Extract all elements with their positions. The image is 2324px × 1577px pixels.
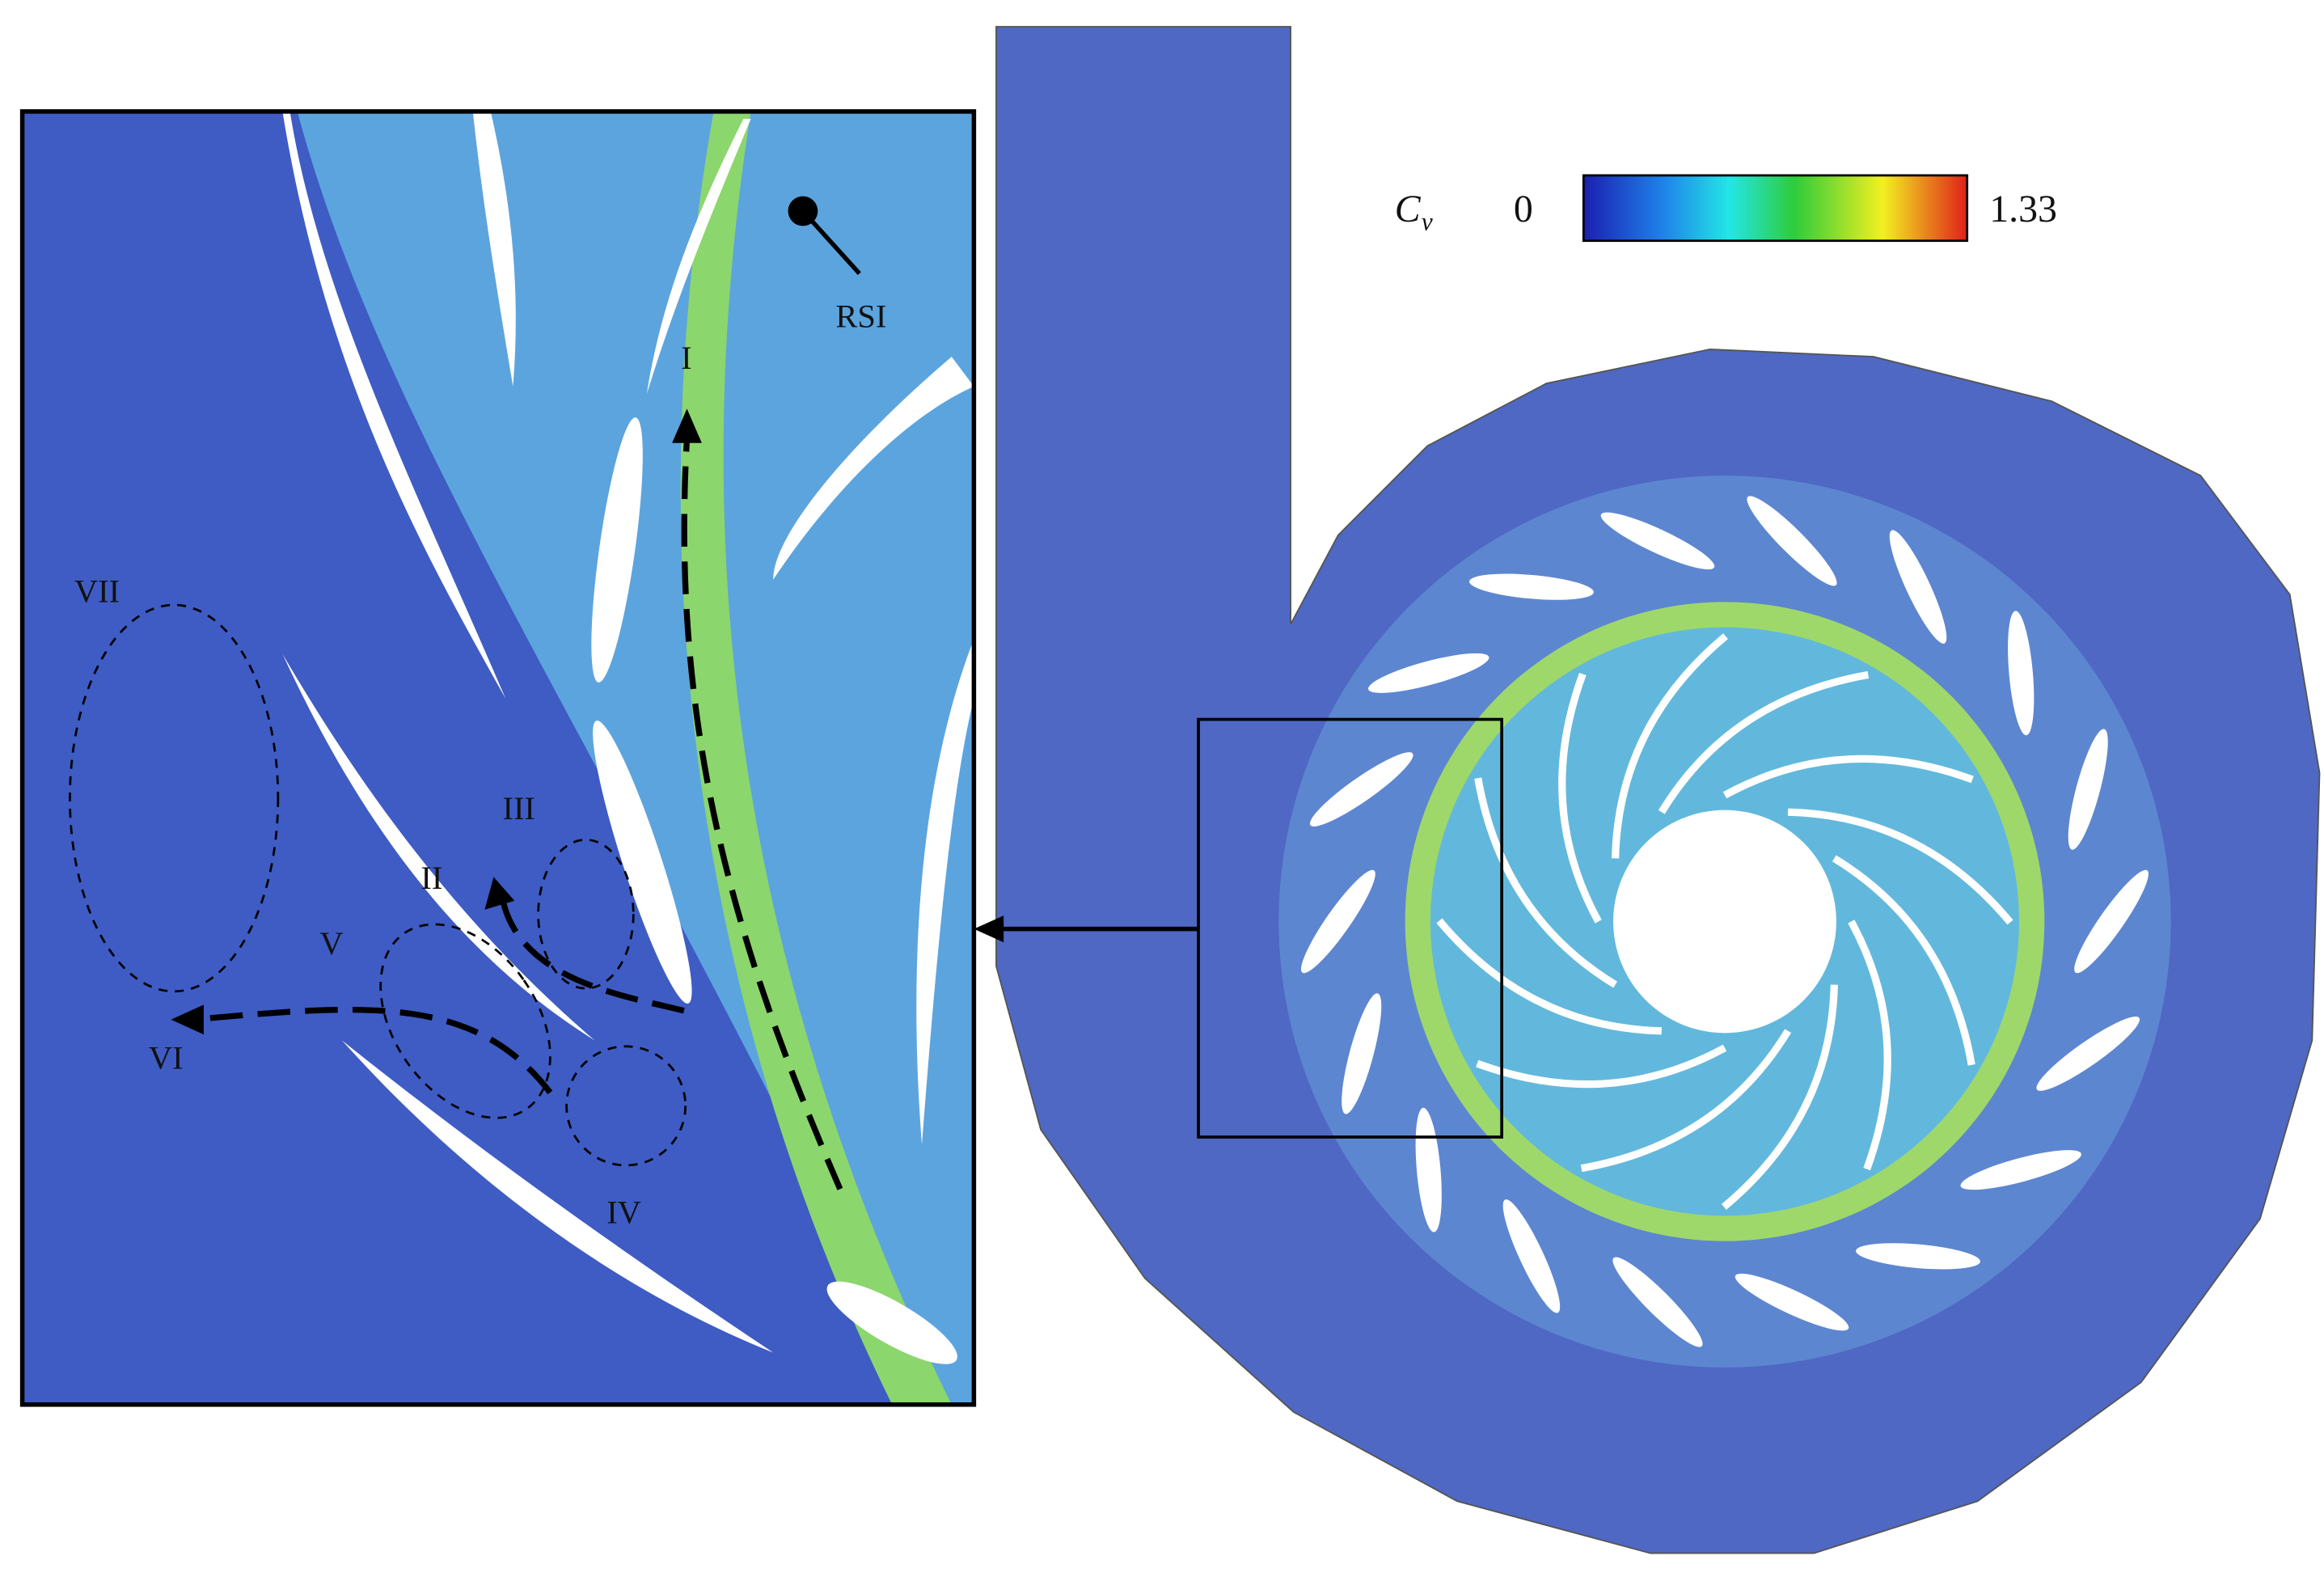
region-label: VII (74, 573, 120, 609)
inset-frame (19, 109, 977, 1407)
guide-vane (1747, 496, 1837, 586)
inset-flow-field (22, 111, 974, 1405)
guide-vane (1856, 1243, 1980, 1270)
guide-vane (1300, 869, 1375, 974)
rsi-leader (801, 209, 861, 276)
region-label: III (503, 790, 535, 827)
impeller-blade (1474, 777, 1618, 988)
impeller-blade (1476, 1044, 1727, 1089)
impeller-blade (1722, 755, 1974, 799)
guide-vane (1342, 993, 1382, 1114)
flow-paths (192, 438, 843, 1190)
impeller-blade (1612, 633, 1728, 859)
guide-vane (2068, 729, 2108, 850)
guide-vane (2036, 1017, 2140, 1091)
impeller-blade (1722, 984, 1838, 1210)
impeller-blade (1788, 808, 2013, 925)
guide-vane (1735, 1273, 1849, 1331)
impeller-blade (1658, 670, 1870, 814)
region-label: V (319, 925, 343, 962)
guide-vane (1415, 1107, 1442, 1232)
impeller-blade (1832, 855, 1975, 1066)
colorbar (1582, 174, 1969, 243)
guide-vane (1368, 653, 1489, 693)
colorbar-min: 0 (1514, 188, 1533, 230)
rsi-label: RSI (835, 298, 886, 334)
region-label: IV (606, 1194, 641, 1231)
guide-vane (1309, 752, 1413, 827)
guide-vane (1600, 512, 1715, 570)
guide-vane (1889, 530, 1947, 644)
guide-vane (2008, 611, 2035, 736)
region-label: VI (149, 1040, 184, 1076)
colorbar-subscript: v (1422, 208, 1433, 236)
impeller-blade (1558, 672, 1602, 924)
arrow-heads (171, 408, 702, 1035)
volute-flow-field (995, 26, 2321, 1554)
guide-vane (1502, 1199, 1561, 1313)
impeller-blade (1436, 918, 1662, 1035)
colorbar-symbol: C (1395, 188, 1422, 230)
guide-vane (1960, 1150, 2081, 1190)
impeller-blade (1580, 1029, 1792, 1173)
guide-vane (2074, 869, 2149, 974)
region-outlines (69, 603, 687, 1167)
region-label: I (681, 340, 691, 376)
impeller-blade (1848, 920, 1891, 1171)
region-label: II (420, 860, 442, 896)
zoom-arrow-head (974, 915, 1004, 943)
guide-vane (1468, 573, 1594, 600)
colorbar-max: 1.33 (1989, 188, 2057, 230)
guide-vane (1612, 1257, 1703, 1347)
